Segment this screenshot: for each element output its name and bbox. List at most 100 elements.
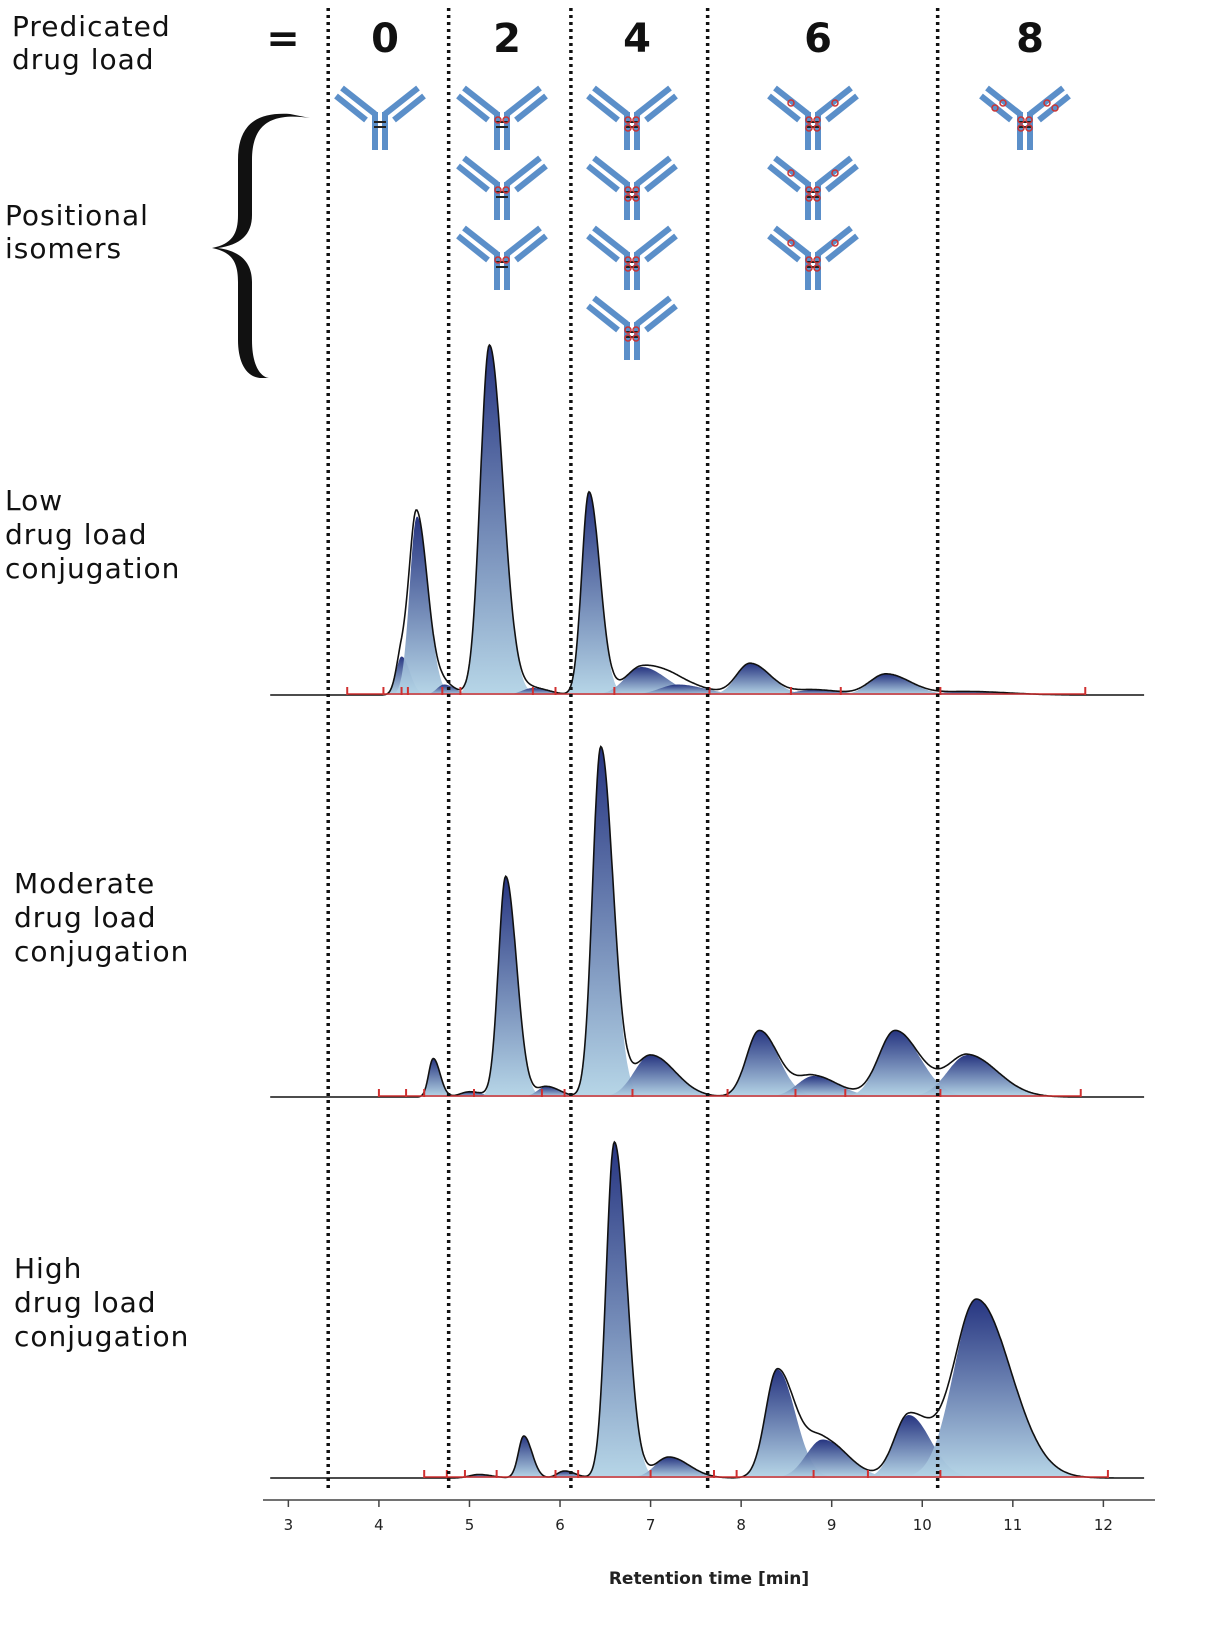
drug-dot <box>632 256 640 264</box>
series-label: conjugation <box>14 1320 189 1353</box>
drug-dot <box>632 194 640 202</box>
antibody-part <box>773 225 810 257</box>
drug-dot <box>991 104 999 112</box>
drug-dot <box>805 256 813 264</box>
peak <box>614 1457 751 1478</box>
antibody-part <box>514 233 548 263</box>
drug-dot <box>632 186 640 194</box>
x-tick-label: 10 <box>913 1516 932 1534</box>
antibody-part <box>505 85 542 117</box>
peak <box>605 684 787 695</box>
drug-dot <box>805 186 813 194</box>
x-tick-label: 7 <box>646 1516 656 1534</box>
drug-dot <box>632 116 640 124</box>
drug-dot <box>831 169 839 177</box>
antibody-part <box>462 225 499 257</box>
antibody-part <box>505 155 542 187</box>
drug-dot <box>624 334 632 342</box>
antibody-icon <box>586 85 678 150</box>
x-tick-label: 6 <box>555 1516 565 1534</box>
antibody-part <box>635 295 672 327</box>
isomer-label: Positional <box>5 199 149 232</box>
antibody-icon <box>979 85 1071 150</box>
antibody-part <box>816 85 853 117</box>
drug-load: 2 <box>493 16 521 62</box>
antibody-icon <box>586 155 678 220</box>
peak <box>829 1030 993 1097</box>
equals: = <box>266 16 300 62</box>
antibody-part <box>816 225 853 257</box>
antibody-icon <box>456 155 548 220</box>
antibody-part <box>383 85 420 117</box>
antibody-icon <box>334 85 426 150</box>
drug-dot <box>494 116 502 124</box>
series-label: drug load <box>14 901 157 934</box>
antibody-part <box>592 225 629 257</box>
antibody-part <box>773 85 810 117</box>
antibody-part <box>825 93 859 123</box>
peak <box>820 674 984 695</box>
drug-dot <box>805 116 813 124</box>
peak <box>388 516 461 695</box>
antibody-part <box>644 303 678 333</box>
peak <box>850 1415 996 1478</box>
drug-dot <box>831 239 839 247</box>
antibody-part <box>979 93 1013 123</box>
antibody-part <box>816 155 853 187</box>
peak <box>453 345 544 695</box>
antibody-part <box>644 93 678 123</box>
drug-dot <box>813 186 821 194</box>
antibody-part <box>586 163 620 193</box>
peak <box>695 663 832 695</box>
drug-dot <box>813 116 821 124</box>
drug-dot <box>1051 104 1059 112</box>
antibody-part <box>392 93 426 123</box>
drug-dot <box>502 256 510 264</box>
antibody-part <box>462 85 499 117</box>
antibody-part <box>767 233 801 263</box>
drug-dot <box>805 264 813 272</box>
antibody-part <box>635 85 672 117</box>
drug-dot <box>787 169 795 177</box>
drug-load: 6 <box>804 16 832 62</box>
series-label: conjugation <box>14 935 189 968</box>
antibody-part <box>1028 85 1065 117</box>
drug-dot <box>1017 124 1025 132</box>
drug-dot <box>813 124 821 132</box>
drug-dot <box>813 264 821 272</box>
series-label: Moderate <box>14 867 155 900</box>
drug-dot <box>624 186 632 194</box>
drug-dot <box>624 124 632 132</box>
drug-dot <box>624 116 632 124</box>
drug-dot <box>1043 99 1051 107</box>
antibody-part <box>340 85 377 117</box>
peak <box>510 1086 601 1097</box>
antibody-icon <box>767 85 859 150</box>
peak <box>415 684 488 695</box>
drug-dot <box>1025 124 1033 132</box>
peak <box>748 1076 912 1097</box>
antibody-part <box>514 93 548 123</box>
peak <box>757 1439 921 1478</box>
peak <box>560 492 633 695</box>
drug-dot <box>494 256 502 264</box>
x-tick-label: 4 <box>374 1516 384 1534</box>
antibody-icon <box>767 155 859 220</box>
trace-outline <box>270 1140 1145 1479</box>
peak <box>585 1055 749 1097</box>
peak <box>568 747 650 1097</box>
x-axis-label: Retention time [min] <box>609 1569 809 1589</box>
antibody-part <box>586 303 620 333</box>
series-label: High <box>14 1252 82 1285</box>
brace <box>212 113 310 378</box>
load-label: Predicated <box>12 10 171 43</box>
antibody-part <box>586 233 620 263</box>
peak <box>576 667 740 695</box>
antibody-icon <box>456 85 548 150</box>
drug-dot <box>831 99 839 107</box>
antibody-part <box>773 155 810 187</box>
x-tick-label: 9 <box>827 1516 837 1534</box>
peak <box>730 1369 848 1478</box>
antibody-part <box>505 225 542 257</box>
